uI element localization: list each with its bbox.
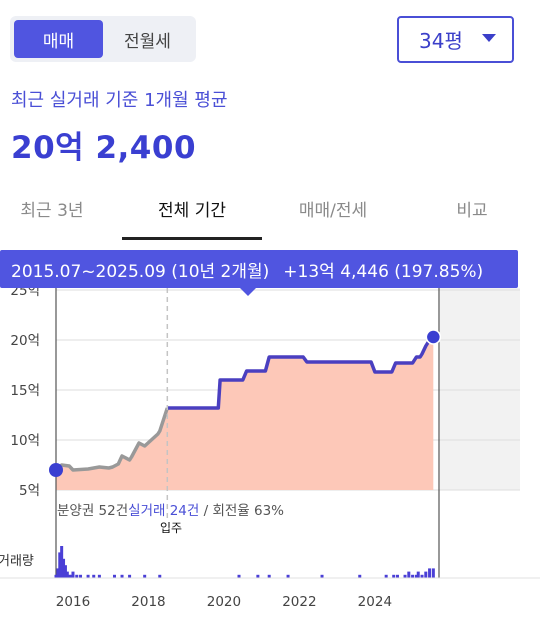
- volume-bar: [384, 574, 388, 578]
- volume-bar: [256, 574, 260, 578]
- x-axis-ticks: 2016 2018 2020 2022 2024: [56, 594, 392, 610]
- volume-bar: [403, 574, 407, 578]
- y-tick-label: 20억: [10, 333, 40, 349]
- volume-bar: [411, 574, 415, 578]
- tab-sale-rent[interactable]: 매매/전세: [298, 200, 368, 221]
- volume-bar: [392, 574, 396, 578]
- chevron-down-icon: [482, 34, 496, 42]
- deal-type-rent[interactable]: 전월세: [124, 31, 171, 52]
- volume-bar: [420, 574, 424, 578]
- volume-bar: [79, 574, 83, 578]
- future-band: [440, 288, 520, 490]
- stats-turnover: 회전율 63%: [212, 503, 284, 519]
- stats-text: 분양권 52건실거래 24건 / 회전율 63%: [57, 503, 284, 519]
- tooltip-arrow: [239, 287, 257, 296]
- volume-bar: [97, 574, 101, 578]
- volume-bar: [62, 558, 66, 578]
- move-in-label: 입주: [160, 521, 182, 535]
- period-tabs: 최근 3년 전체 기간 매매/전세 비교: [0, 178, 540, 241]
- deal-type-toggle: 매매 전월세: [10, 16, 196, 62]
- volume-bar: [158, 574, 162, 578]
- size-select[interactable]: 34평: [397, 16, 514, 63]
- volume-bar: [92, 574, 96, 578]
- volume-bars: [54, 546, 435, 578]
- active-tab-underline: [122, 237, 262, 240]
- price-area: [56, 337, 434, 490]
- volume-bar: [71, 571, 75, 578]
- x-tick-label: 2022: [282, 594, 316, 610]
- volume-bar: [358, 574, 362, 578]
- volume-bar: [267, 574, 271, 578]
- average-price: 20억 2,400: [11, 130, 197, 166]
- tab-compare[interactable]: 비교: [456, 200, 488, 221]
- volume-bar: [54, 574, 58, 578]
- stats-presale: 분양권 52건: [57, 503, 128, 519]
- volume-bar: [60, 546, 64, 578]
- y-tick-label: 5억: [19, 483, 40, 499]
- y-tick-label: 10억: [10, 433, 40, 449]
- volume-bar: [286, 574, 290, 578]
- volume-bar: [431, 568, 435, 578]
- range-start-handle[interactable]: [49, 463, 63, 477]
- volume-bar: [128, 574, 132, 578]
- y-tick-label: 15억: [10, 383, 40, 399]
- volume-bar: [414, 574, 418, 578]
- size-select-value: 34평: [419, 29, 463, 53]
- x-tick-label: 2020: [207, 594, 241, 610]
- price-chart[interactable]: 25억 20억 15억 10억 5억 분양권 52건실거래 24건 / 회전율 63% …: [0, 280, 540, 621]
- volume-bar: [56, 568, 60, 578]
- tooltip-change: +13억 4,446 (197.85%): [283, 261, 484, 282]
- volume-bar: [143, 574, 147, 578]
- volume-bar: [395, 574, 399, 578]
- deal-type-sale[interactable]: 매매: [14, 20, 103, 58]
- volume-bar: [428, 568, 432, 578]
- range-end-handle[interactable]: [425, 329, 442, 345]
- volume-bar: [416, 571, 420, 578]
- volume-bar: [67, 574, 71, 578]
- x-tick-label: 2024: [358, 594, 392, 610]
- price-caption: 최근 실거래 기준 1개월 평균: [11, 90, 228, 111]
- volume-bar: [320, 574, 324, 578]
- volume-bar: [75, 574, 79, 578]
- volume-bar: [112, 574, 116, 578]
- tooltip-period: 2015.07~2025.09 (10년 2개월): [11, 261, 270, 282]
- price-line: [167, 335, 435, 410]
- volume-bar: [58, 552, 62, 578]
- x-tick-label: 2018: [131, 594, 165, 610]
- volume-bar: [86, 574, 90, 578]
- stats-separator: /: [199, 503, 212, 519]
- tab-recent-3y[interactable]: 최근 3년: [20, 200, 84, 221]
- volume-bar: [407, 571, 411, 578]
- volume-bar: [424, 571, 428, 578]
- volume-label: 거래량: [0, 554, 34, 569]
- volume-bar: [120, 574, 124, 578]
- volume-bar: [237, 574, 241, 578]
- volume-bar: [65, 571, 69, 578]
- volume-bar: [63, 565, 67, 578]
- tab-all-period[interactable]: 전체 기간: [158, 200, 226, 221]
- range-tooltip: 2015.07~2025.09 (10년 2개월) +13억 4,446 (19…: [0, 250, 518, 288]
- presale-line: [54, 407, 169, 472]
- x-tick-label: 2016: [56, 594, 90, 610]
- volume-bar: [69, 574, 73, 578]
- stats-real-deals: 실거래 24건: [128, 503, 199, 519]
